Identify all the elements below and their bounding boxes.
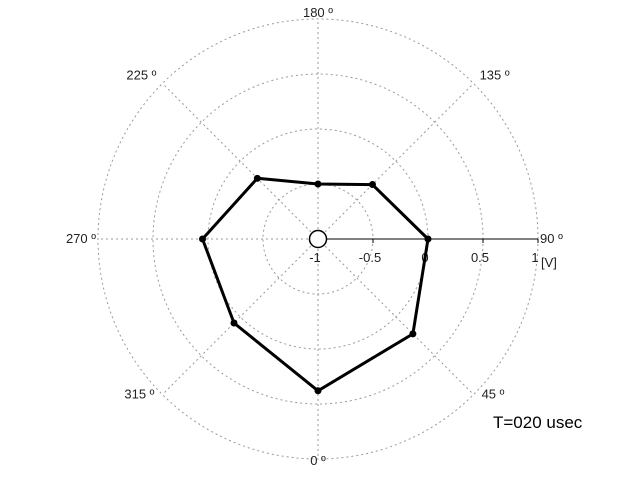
radial-tick-label: 0.5 xyxy=(471,250,489,265)
center-marker xyxy=(308,229,328,249)
angle-label: 90 º xyxy=(540,231,563,246)
series-line xyxy=(201,176,430,393)
data-point xyxy=(253,174,261,182)
data-point xyxy=(409,330,417,338)
grid-spoke xyxy=(162,238,319,395)
angle-label: 315 º xyxy=(124,387,154,402)
angle-label: 180 º xyxy=(303,5,333,20)
data-point xyxy=(424,235,432,243)
radial-tick-label: -0.5 xyxy=(359,250,381,265)
angle-label: 45 º xyxy=(482,387,505,402)
grid-spoke xyxy=(317,238,474,395)
data-point xyxy=(314,180,322,188)
data-point xyxy=(230,319,238,327)
data-point xyxy=(199,235,206,243)
data-point xyxy=(314,387,322,395)
radial-tick-label: -1 xyxy=(309,250,321,265)
angle-label: 0 º xyxy=(310,453,326,468)
angle-labels: 0 º 45 º 90 º 135 º 180 º 225 º 270 º 315 º xyxy=(66,5,563,468)
angle-label: 270 º xyxy=(66,231,96,246)
angle-label: 135 º xyxy=(480,67,510,82)
grid-spoke xyxy=(317,83,474,240)
grid-spokes xyxy=(98,19,474,459)
series-layer xyxy=(199,174,432,395)
angle-label: 225 º xyxy=(126,67,156,82)
radial-tick-label: 1 xyxy=(531,250,538,265)
radial-axis: -1 -0.5 0 0.5 1 [V] xyxy=(309,238,557,270)
data-point xyxy=(368,181,376,189)
time-caption: T=020 usec xyxy=(493,413,583,432)
radial-unit-label: [V] xyxy=(541,255,557,270)
grid-spoke xyxy=(162,83,319,240)
